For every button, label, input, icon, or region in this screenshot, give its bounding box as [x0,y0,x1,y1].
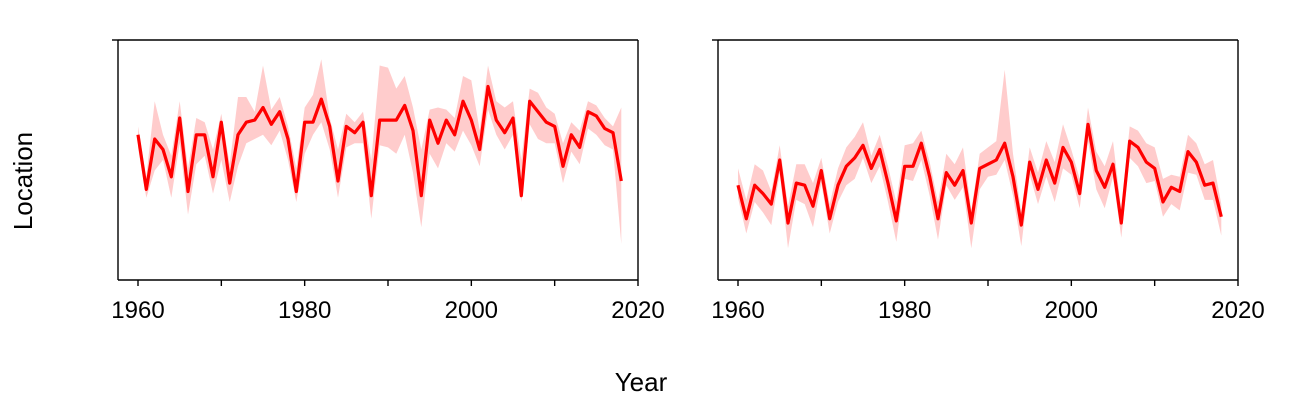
x-tick-label: 2020 [611,297,664,324]
panel-right: 1960 1980 2000 2020 [711,39,1265,324]
x-axis-title: Year [615,367,668,397]
x-tick-label: 2000 [445,297,498,324]
x-tick-label: 2020 [1211,297,1264,324]
x-tick-label: 1980 [878,297,931,324]
x-tick-label: 1960 [711,297,764,324]
confidence-band [138,59,622,245]
panel-left: 1960 1980 2000 2020 [111,39,665,324]
x-tick-label: 1980 [278,297,331,324]
y-axis-title: Location [8,132,38,230]
x-tick-label: 1960 [111,297,164,324]
x-tick-label: 2000 [1045,297,1098,324]
series-line [736,122,1223,227]
confidence-band [738,69,1222,249]
series-line [136,84,623,198]
